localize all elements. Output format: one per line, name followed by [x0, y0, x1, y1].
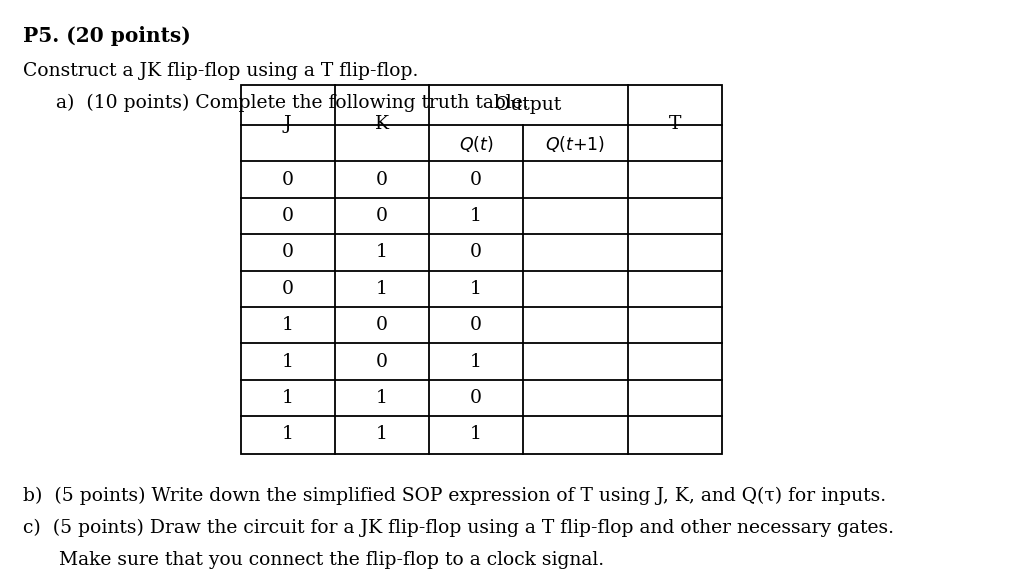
Text: Output: Output: [496, 96, 561, 114]
Text: b)  (5 points) Write down the simplified SOP expression of T using J, K, and Q(τ: b) (5 points) Write down the simplified …: [23, 487, 886, 505]
Text: 1: 1: [470, 280, 482, 298]
Text: Make sure that you connect the flip-flop to a clock signal.: Make sure that you connect the flip-flop…: [23, 551, 604, 569]
Text: a)  (10 points) Complete the following truth table.: a) (10 points) Complete the following tr…: [56, 94, 529, 112]
Text: 0: 0: [376, 171, 388, 188]
Text: 1: 1: [282, 353, 294, 370]
Text: 0: 0: [376, 316, 388, 334]
Text: 0: 0: [470, 389, 482, 407]
Text: 0: 0: [470, 316, 482, 334]
Bar: [241, 85, 722, 454]
Text: 1: 1: [376, 389, 388, 407]
Text: T: T: [669, 115, 681, 133]
Text: 0: 0: [470, 244, 482, 261]
Text: $Q(t)$: $Q(t)$: [459, 134, 494, 154]
Text: P5. (20 points): P5. (20 points): [23, 26, 190, 46]
Text: Construct a JK flip-flop using a T flip-flop.: Construct a JK flip-flop using a T flip-…: [23, 62, 418, 80]
Text: 0: 0: [282, 280, 294, 298]
Text: 1: 1: [470, 426, 482, 443]
Text: 1: 1: [282, 389, 294, 407]
Text: 1: 1: [470, 353, 482, 370]
Text: J: J: [284, 115, 292, 133]
Text: 1: 1: [470, 207, 482, 225]
Text: 0: 0: [282, 207, 294, 225]
Text: $Q(t{+}1)$: $Q(t{+}1)$: [546, 134, 605, 154]
Text: 0: 0: [282, 171, 294, 188]
Text: 1: 1: [282, 316, 294, 334]
Text: 0: 0: [282, 244, 294, 261]
Text: c)  (5 points) Draw the circuit for a JK flip-flop using a T flip-flop and other: c) (5 points) Draw the circuit for a JK …: [23, 519, 894, 537]
Text: 1: 1: [376, 244, 388, 261]
Text: 0: 0: [376, 207, 388, 225]
Text: 0: 0: [470, 171, 482, 188]
Text: 0: 0: [376, 353, 388, 370]
Text: 1: 1: [282, 426, 294, 443]
Text: K: K: [375, 115, 389, 133]
Text: 1: 1: [376, 426, 388, 443]
Text: 1: 1: [376, 280, 388, 298]
